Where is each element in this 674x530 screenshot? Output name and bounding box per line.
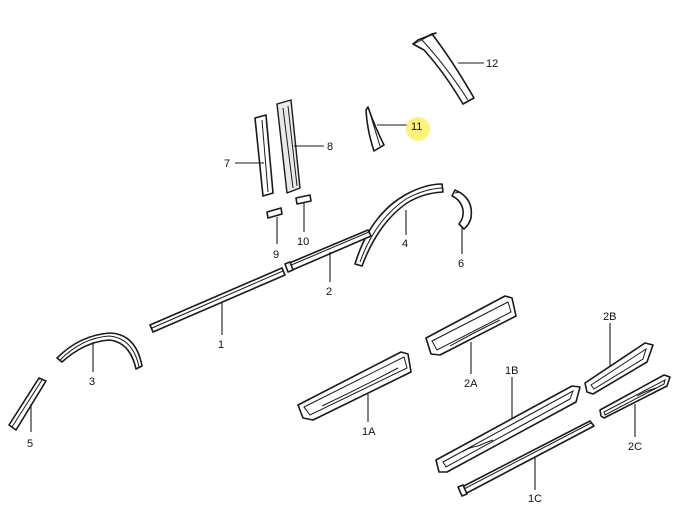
callout-8[interactable]: 8 — [327, 141, 333, 153]
callout-1B[interactable]: 1B — [505, 365, 518, 377]
callout-11[interactable]: 11 — [411, 121, 422, 133]
part-3[interactable] — [56, 332, 143, 370]
part-12[interactable] — [412, 32, 475, 105]
part-1B[interactable] — [435, 385, 581, 473]
part-4[interactable] — [354, 183, 444, 267]
part-8[interactable] — [276, 99, 301, 194]
part-11[interactable] — [365, 106, 385, 152]
callout-1C[interactable]: 1C — [528, 493, 542, 505]
callout-12[interactable]: 12 — [486, 58, 498, 70]
part-1C[interactable] — [457, 420, 595, 497]
part-2B[interactable] — [584, 342, 654, 395]
callout-5[interactable]: 5 — [27, 438, 33, 450]
callout-2C[interactable]: 2C — [628, 441, 642, 453]
part-6[interactable] — [451, 189, 473, 230]
callout-2[interactable]: 2 — [326, 286, 332, 298]
callout-2A[interactable]: 2A — [464, 378, 478, 390]
part-10[interactable] — [295, 194, 312, 205]
callout-1[interactable]: 1 — [218, 339, 224, 351]
callout-3[interactable]: 3 — [89, 376, 95, 388]
callout-1A[interactable]: 1A — [362, 426, 376, 438]
part-1[interactable] — [149, 267, 286, 333]
part-2A[interactable] — [425, 295, 517, 356]
part-9[interactable] — [266, 207, 283, 219]
callout-2B[interactable]: 2B — [603, 311, 616, 323]
part-2C[interactable] — [599, 374, 671, 419]
callout-7[interactable]: 7 — [224, 158, 230, 170]
part-2[interactable] — [284, 229, 372, 273]
callout-11-highlight — [406, 117, 430, 141]
callout-10[interactable]: 10 — [297, 236, 309, 248]
callout-4[interactable]: 4 — [402, 238, 408, 250]
part-1A[interactable] — [297, 351, 412, 421]
part-5[interactable] — [8, 377, 47, 431]
callout-9[interactable]: 9 — [273, 249, 279, 261]
part-7[interactable] — [254, 114, 274, 197]
callout-6[interactable]: 6 — [458, 258, 464, 270]
